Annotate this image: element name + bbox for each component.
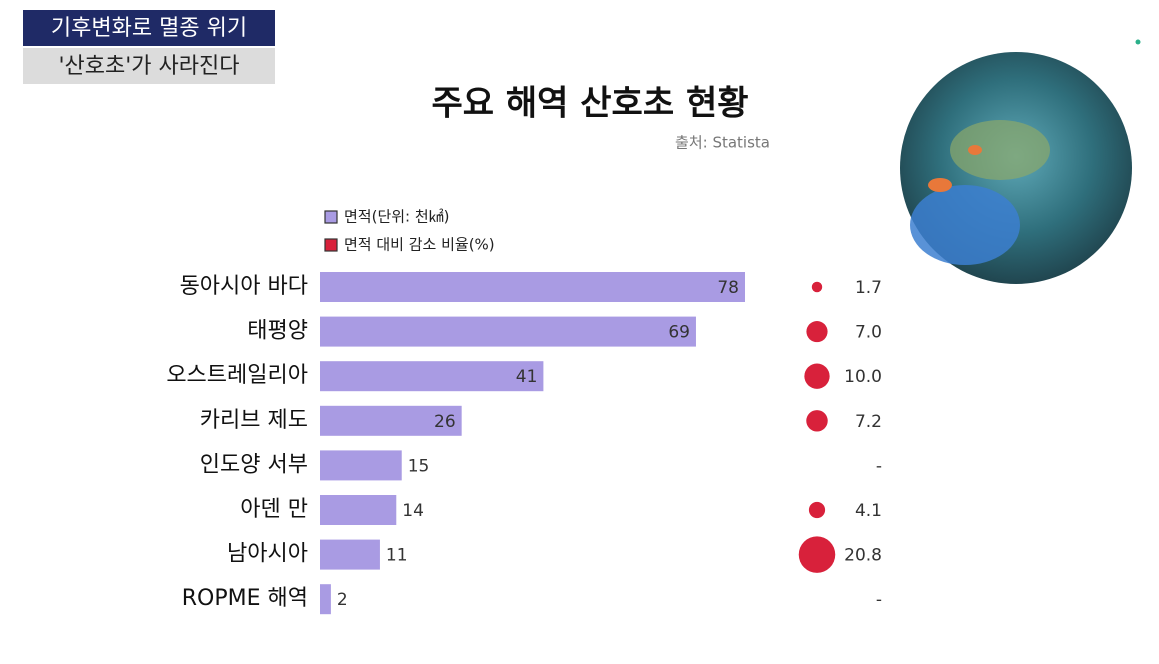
legend-label: 면적(단위: 천㎢) [344,208,450,226]
category-label: 카리브 제도 [200,408,308,433]
category-label: 태평양 [247,319,308,344]
bar [320,405,462,436]
rate-label: 20.8 [844,546,882,566]
headline-box [23,10,275,46]
rate-bubble [804,363,830,389]
bar-value-label: 2 [337,590,348,610]
category-label: 동아시아 바다 [180,274,308,299]
rate-bubble [798,536,836,573]
bar-value-label: 11 [386,546,408,566]
bar-value-label: 15 [408,456,430,476]
subheadline-box [23,48,275,84]
plot: 동아시아 바다 78 1.7 태평양 69 7.0 오스트레일리아 41 10.0 카리브 제도 2… [166,272,882,615]
indicator-dot [1135,39,1141,45]
chart-title: 주요 해역 산호초 현황 [431,84,748,124]
photo-fish [928,178,952,192]
rate-label: - [876,590,882,610]
bar [320,272,745,302]
rate-label: 10.0 [844,367,882,387]
legend-label: 면적 대비 감소 비율(%) [344,236,495,254]
rate-bubble [806,321,828,343]
category-label: ROPME 해역 [182,586,308,611]
rate-label: - [876,456,882,476]
bar-value-label: 41 [516,367,538,387]
category-label: 아덴 만 [240,497,308,522]
photo-anemone [910,185,1020,265]
coral-photo [900,52,1132,284]
subheadline: '산호초'가 사라진다 [58,54,239,79]
photo-fish [968,145,982,155]
rate-label: 4.1 [855,501,882,521]
rate-label: 1.7 [855,278,882,298]
bar-value-label: 26 [434,412,456,432]
bar [320,450,402,481]
rate-bubble [806,410,828,432]
bar-value-label: 14 [402,501,424,521]
legend-swatch [324,210,338,224]
category-label: 남아시아 [227,542,308,567]
rate-label: 7.0 [855,323,882,343]
rate-bubble [808,501,826,519]
bar [320,584,331,615]
category-label: 인도양 서부 [200,452,308,477]
bar [320,539,380,570]
bar-value-label: 69 [668,323,690,343]
category-label: 오스트레일리아 [166,363,308,388]
chart-source: 출처: Statista [675,134,770,152]
headline: 기후변화로 멸종 위기 [51,16,247,41]
bar [320,316,696,347]
bar-value-label: 78 [717,278,739,298]
bar [320,361,544,392]
bar [320,495,397,525]
rate-label: 7.2 [855,412,882,432]
legend-swatch [324,238,338,252]
photo-coral [950,120,1050,180]
rate-bubble [811,281,823,293]
legend: 면적(단위: 천㎢) 면적 대비 감소 비율(%) [324,208,495,254]
